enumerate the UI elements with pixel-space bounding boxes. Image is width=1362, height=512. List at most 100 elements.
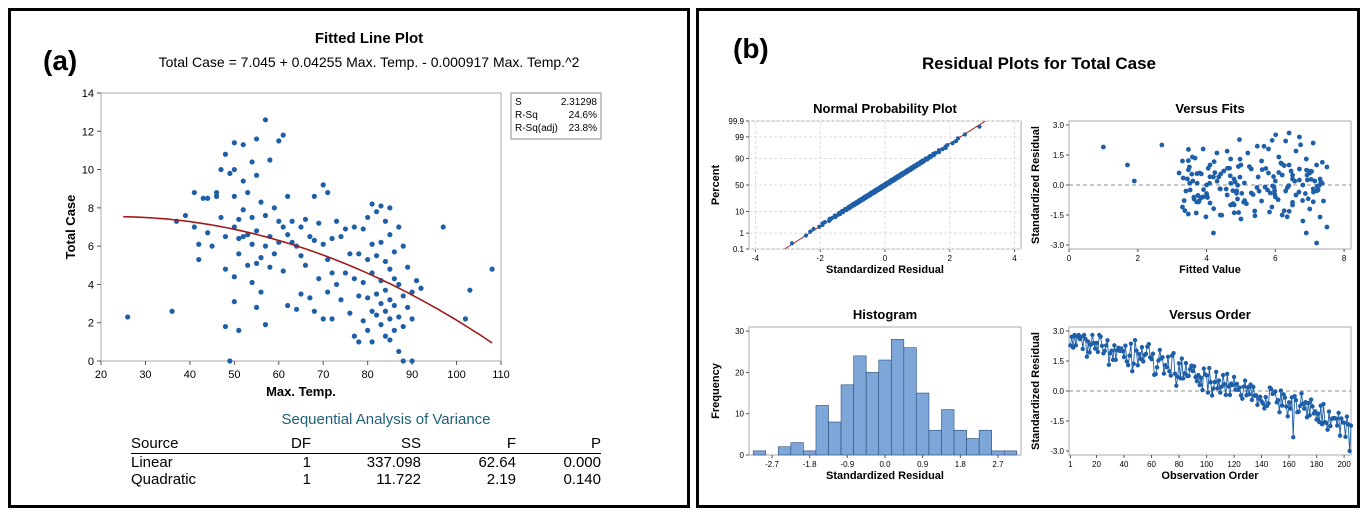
order-point xyxy=(1208,379,1213,385)
order-point xyxy=(1084,354,1090,359)
order-point xyxy=(1310,404,1315,409)
order-point xyxy=(1073,343,1079,348)
fits-point xyxy=(1211,159,1217,165)
order-point xyxy=(1080,346,1085,352)
data-point xyxy=(280,268,286,274)
anova-cell: Quadratic xyxy=(131,471,197,488)
npp-x-label: Standardized Residual xyxy=(826,264,944,276)
fits-point xyxy=(1231,210,1237,216)
fits-point xyxy=(1279,212,1285,218)
data-point xyxy=(356,339,362,345)
data-point xyxy=(409,358,415,364)
fits-point xyxy=(1159,142,1165,148)
anova-header: SS xyxy=(311,434,421,454)
data-point xyxy=(240,142,246,148)
fits-point xyxy=(1186,167,1191,173)
order-x-tick-label: 120 xyxy=(1227,460,1241,469)
order-point xyxy=(1102,348,1107,353)
data-point xyxy=(240,178,246,184)
order-point xyxy=(1284,404,1289,409)
stats-value: 23.8% xyxy=(569,123,597,134)
data-point xyxy=(316,220,322,226)
fits-point xyxy=(1272,188,1277,194)
data-point xyxy=(391,327,397,333)
order-point xyxy=(1130,369,1135,374)
fits-point xyxy=(1211,230,1216,236)
fits-point xyxy=(1269,204,1275,210)
fits-point xyxy=(1286,130,1292,136)
fits-point xyxy=(1245,150,1251,156)
order-x-tick-label: 180 xyxy=(1310,460,1324,469)
order-x-tick-label: 60 xyxy=(1147,460,1156,469)
order-point xyxy=(1296,409,1301,414)
order-point xyxy=(1211,386,1216,391)
fits-point xyxy=(1259,198,1264,204)
fits-point xyxy=(1254,143,1260,149)
fits-point xyxy=(1319,180,1325,186)
order-point xyxy=(1253,393,1259,398)
order-point xyxy=(1262,406,1267,411)
order-point xyxy=(1207,365,1212,371)
fits-point xyxy=(1254,185,1260,190)
data-point xyxy=(307,233,313,240)
fits-point xyxy=(1272,178,1278,184)
fits-point xyxy=(1228,156,1234,162)
data-point xyxy=(365,295,371,301)
data-point xyxy=(249,279,255,286)
fits-point xyxy=(1224,148,1230,154)
order-point xyxy=(1105,338,1110,343)
order-point xyxy=(1288,406,1293,411)
data-point xyxy=(245,189,251,196)
fitted-line-plot: Fitted Line Plot Total Case = 7.045 + 0.… xyxy=(63,30,602,399)
table-row: Quadratic 1 11.722 2.19 0.140 xyxy=(131,471,601,488)
order-y-tick-label: 3.0 xyxy=(1053,327,1065,336)
order-point xyxy=(1325,427,1330,432)
fits-point xyxy=(1259,158,1264,164)
anova-table: Sequential Analysis of Variance Source D… xyxy=(131,411,601,488)
data-point xyxy=(227,358,233,364)
data-point xyxy=(316,276,322,282)
anova-cell: 2.19 xyxy=(486,471,516,488)
data-point xyxy=(351,224,357,230)
order-point xyxy=(1247,392,1252,397)
data-point xyxy=(320,316,326,322)
order-point xyxy=(1095,349,1101,355)
order-y-tick-label: -1.5 xyxy=(1050,417,1064,426)
data-point xyxy=(258,255,264,261)
npp-point xyxy=(803,233,809,238)
data-point xyxy=(311,193,317,199)
fits-point xyxy=(1201,187,1206,193)
data-point xyxy=(387,266,393,272)
data-point xyxy=(369,308,375,314)
fits-point xyxy=(1256,188,1262,194)
fits-point xyxy=(1281,208,1287,214)
fits-point xyxy=(1227,173,1233,179)
data-point xyxy=(338,297,344,303)
fits-point xyxy=(1271,174,1276,179)
fits-point xyxy=(1290,172,1295,178)
order-point xyxy=(1291,435,1296,440)
hist-y-tick-label: 30 xyxy=(735,327,744,336)
fits-point xyxy=(1185,211,1191,217)
data-point xyxy=(191,189,197,196)
data-point xyxy=(387,205,393,211)
order-point xyxy=(1135,363,1140,368)
order-point xyxy=(1087,350,1092,355)
histogram-bar xyxy=(966,438,980,456)
order-point xyxy=(1150,351,1156,356)
fits-point xyxy=(1297,134,1302,140)
order-point xyxy=(1123,343,1128,348)
data-point xyxy=(378,239,384,245)
fits-point xyxy=(1239,190,1245,196)
fits-point xyxy=(1279,172,1285,178)
data-point xyxy=(302,262,309,268)
fits-point xyxy=(1187,180,1193,186)
order-point xyxy=(1125,362,1131,368)
order-point xyxy=(1081,332,1087,338)
y-tick-label: 10 xyxy=(82,165,94,177)
data-points xyxy=(125,117,495,364)
stats-label: R-Sq(adj) xyxy=(515,123,558,134)
order-point xyxy=(1094,340,1099,346)
order-x-tick-label: 40 xyxy=(1120,460,1129,469)
data-point xyxy=(218,214,224,221)
